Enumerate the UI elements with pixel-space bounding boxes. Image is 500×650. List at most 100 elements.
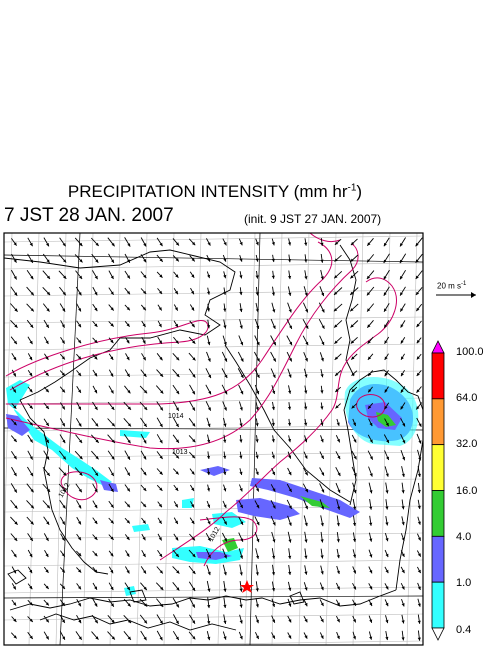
coast-sakhalin — [339, 244, 357, 377]
wind-arrow-head — [191, 455, 195, 459]
wind-arrow-head — [418, 423, 422, 427]
wind-arrow-head — [208, 391, 211, 395]
wind-arrow-head — [239, 258, 243, 262]
colorbar — [431, 340, 445, 641]
wind-arrow-head — [207, 554, 211, 559]
wind-arrow-head — [13, 357, 17, 361]
wind-arrow-head — [94, 275, 98, 280]
wind-arrow-head — [126, 340, 130, 344]
wind-arrow-head — [192, 391, 195, 395]
coast-korea — [19, 399, 109, 575]
wind-arrow-head — [29, 356, 33, 361]
wind-arrow-head — [29, 422, 33, 426]
wind-arrow-head — [321, 325, 325, 329]
wind-arrow-head — [304, 618, 308, 623]
wind-arrow-head — [288, 571, 292, 575]
wind-arrow-head — [61, 324, 65, 328]
wind-arrow-head — [401, 490, 405, 494]
wind-arrow-head — [46, 505, 50, 509]
wind-arrow-head — [402, 423, 405, 427]
wind-arrow-head — [175, 620, 179, 624]
wind-arrow-head — [369, 522, 373, 526]
wind-arrow-head — [159, 423, 163, 428]
precip-area-band-5-core — [196, 552, 232, 560]
wind-arrow-head — [159, 455, 163, 459]
wind-arrow-head — [45, 585, 49, 589]
wind-arrow-head — [385, 506, 389, 510]
colorbar-label-100: 100.0 — [456, 346, 484, 358]
wind-arrow-head — [369, 602, 373, 606]
wind-arrow-head — [271, 455, 275, 459]
wind-arrow-head — [174, 520, 178, 524]
wind-arrow-head — [127, 406, 131, 410]
wind-arrow-head — [350, 340, 355, 344]
wind-arrow-head — [45, 405, 49, 409]
wind-arrow-head — [335, 388, 339, 392]
wind-arrow-head — [94, 488, 98, 493]
wind-arrow-head — [256, 325, 260, 329]
wind-arrow-head — [94, 504, 98, 509]
wind-arrow-head — [94, 307, 98, 312]
wind-arrow-head — [272, 619, 275, 623]
wind-arrow-head — [95, 259, 99, 263]
wind-arrow-head — [255, 258, 259, 262]
wind-arrow-head — [255, 471, 259, 475]
wind-arrow-head — [111, 456, 115, 460]
wind-arrow-head — [159, 553, 163, 557]
wind-arrow-head — [62, 456, 66, 460]
wind-arrow-head — [417, 473, 421, 477]
wind-arrow-head — [158, 503, 162, 508]
wind-arrow-head — [240, 521, 243, 525]
wind-arrow-head — [94, 619, 98, 624]
wind-arrow-head — [159, 258, 163, 262]
wind-arrow-head — [255, 619, 259, 624]
coast-continent — [4, 249, 236, 401]
wind-arrow-head — [350, 275, 354, 279]
wind-arrow-head — [336, 422, 340, 426]
wind-arrow-head — [79, 472, 83, 476]
wind-arrow-head — [159, 471, 163, 475]
wind-arrow-head — [46, 472, 50, 476]
wind-arrow-head — [159, 290, 163, 294]
wind-arrow-head — [14, 292, 18, 296]
wind-arrow-head — [366, 292, 371, 296]
grid-meridian — [271, 233, 283, 645]
wind-arrow-head — [369, 456, 373, 460]
wind-arrow-head — [176, 373, 180, 378]
wind-arrow-head — [223, 620, 227, 624]
wind-arrow-head — [78, 323, 81, 328]
wind-arrow-head — [192, 636, 196, 640]
init-time: (init. 9 JST 27 JAN. 2007) — [244, 212, 382, 226]
wind-arrow-head — [256, 341, 260, 346]
wind-arrow-head — [272, 390, 276, 394]
wind-arrow-head — [62, 423, 65, 427]
wind-arrow-head — [416, 372, 420, 376]
grid-meridian — [4, 233, 13, 575]
wind-arrow-head — [239, 291, 243, 296]
grid-parallel — [4, 235, 423, 243]
wind-arrow-head — [78, 339, 82, 344]
isobar-1012-east — [159, 277, 397, 561]
wind-arrow-head — [12, 586, 16, 590]
wind-arrow-head — [304, 522, 308, 527]
wind-arrow-head — [240, 555, 243, 559]
wind-arrow-head — [94, 291, 98, 296]
wind-arrow-head — [45, 372, 49, 376]
wind-arrow-head — [304, 571, 308, 575]
wind-arrow-head — [207, 636, 211, 641]
wind-arrow-head — [401, 603, 405, 607]
wind-arrow-head — [401, 620, 405, 624]
wind-arrow-head — [288, 292, 292, 296]
wind-arrow-head — [402, 456, 406, 461]
wind-arrow-head — [207, 242, 211, 246]
grid-parallel — [4, 262, 423, 270]
grid-meridian — [298, 233, 310, 645]
wind-arrow-head — [272, 374, 276, 378]
wind-arrow-head — [334, 275, 338, 279]
wind-arrow-head — [174, 504, 178, 508]
wind-arrow-head — [304, 374, 308, 378]
wind-arrow-head — [45, 356, 49, 360]
wind-arrow-head — [223, 604, 227, 608]
grid-parallel — [4, 316, 423, 324]
